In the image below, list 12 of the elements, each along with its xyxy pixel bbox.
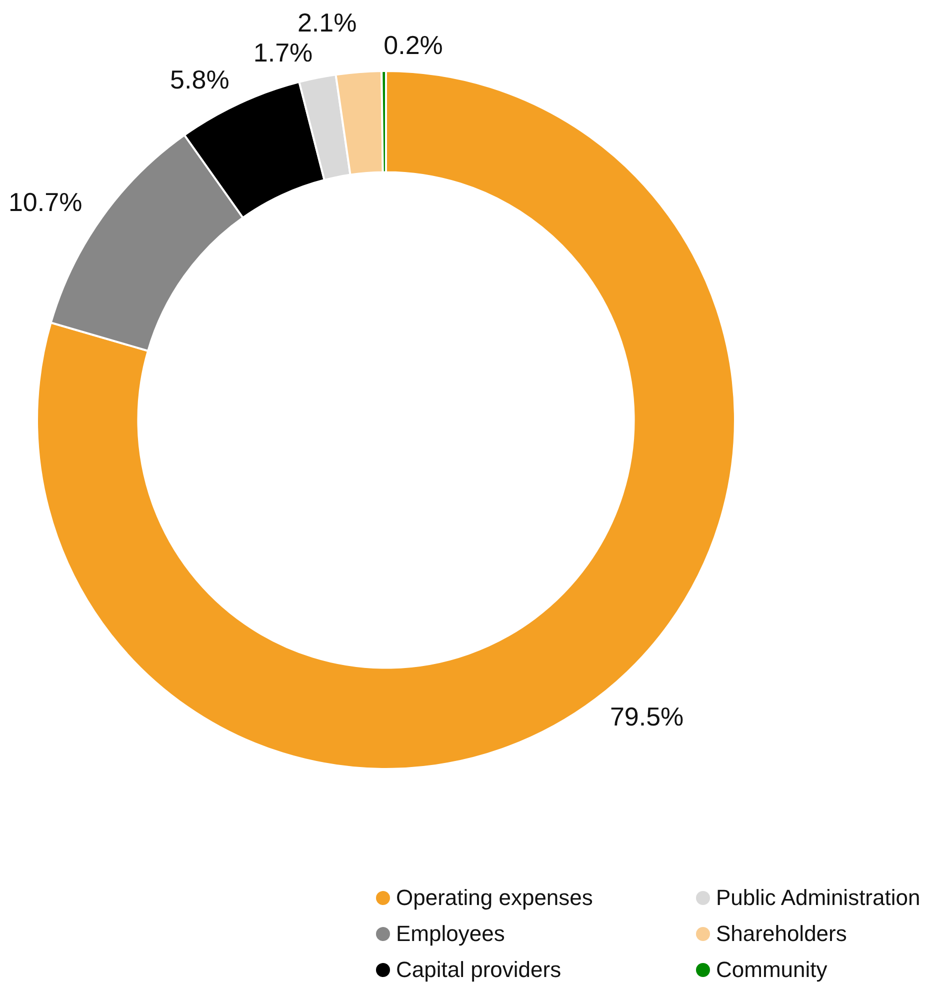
data-label: 1.7% xyxy=(253,37,313,68)
data-label: 0.2% xyxy=(384,30,443,60)
data-label: 79.5% xyxy=(610,701,684,732)
legend-label: Shareholders xyxy=(716,921,847,947)
legend-label: Operating expenses xyxy=(396,885,593,911)
legend-label: Employees xyxy=(396,921,505,947)
legend-label: Capital providers xyxy=(396,957,562,983)
legend-label: Community xyxy=(716,957,828,983)
data-label: 2.1% xyxy=(297,7,357,38)
data-label: 5.8% xyxy=(170,64,230,95)
legend-label: Public Administration xyxy=(716,885,920,911)
data-label: 10.7% xyxy=(8,186,82,217)
